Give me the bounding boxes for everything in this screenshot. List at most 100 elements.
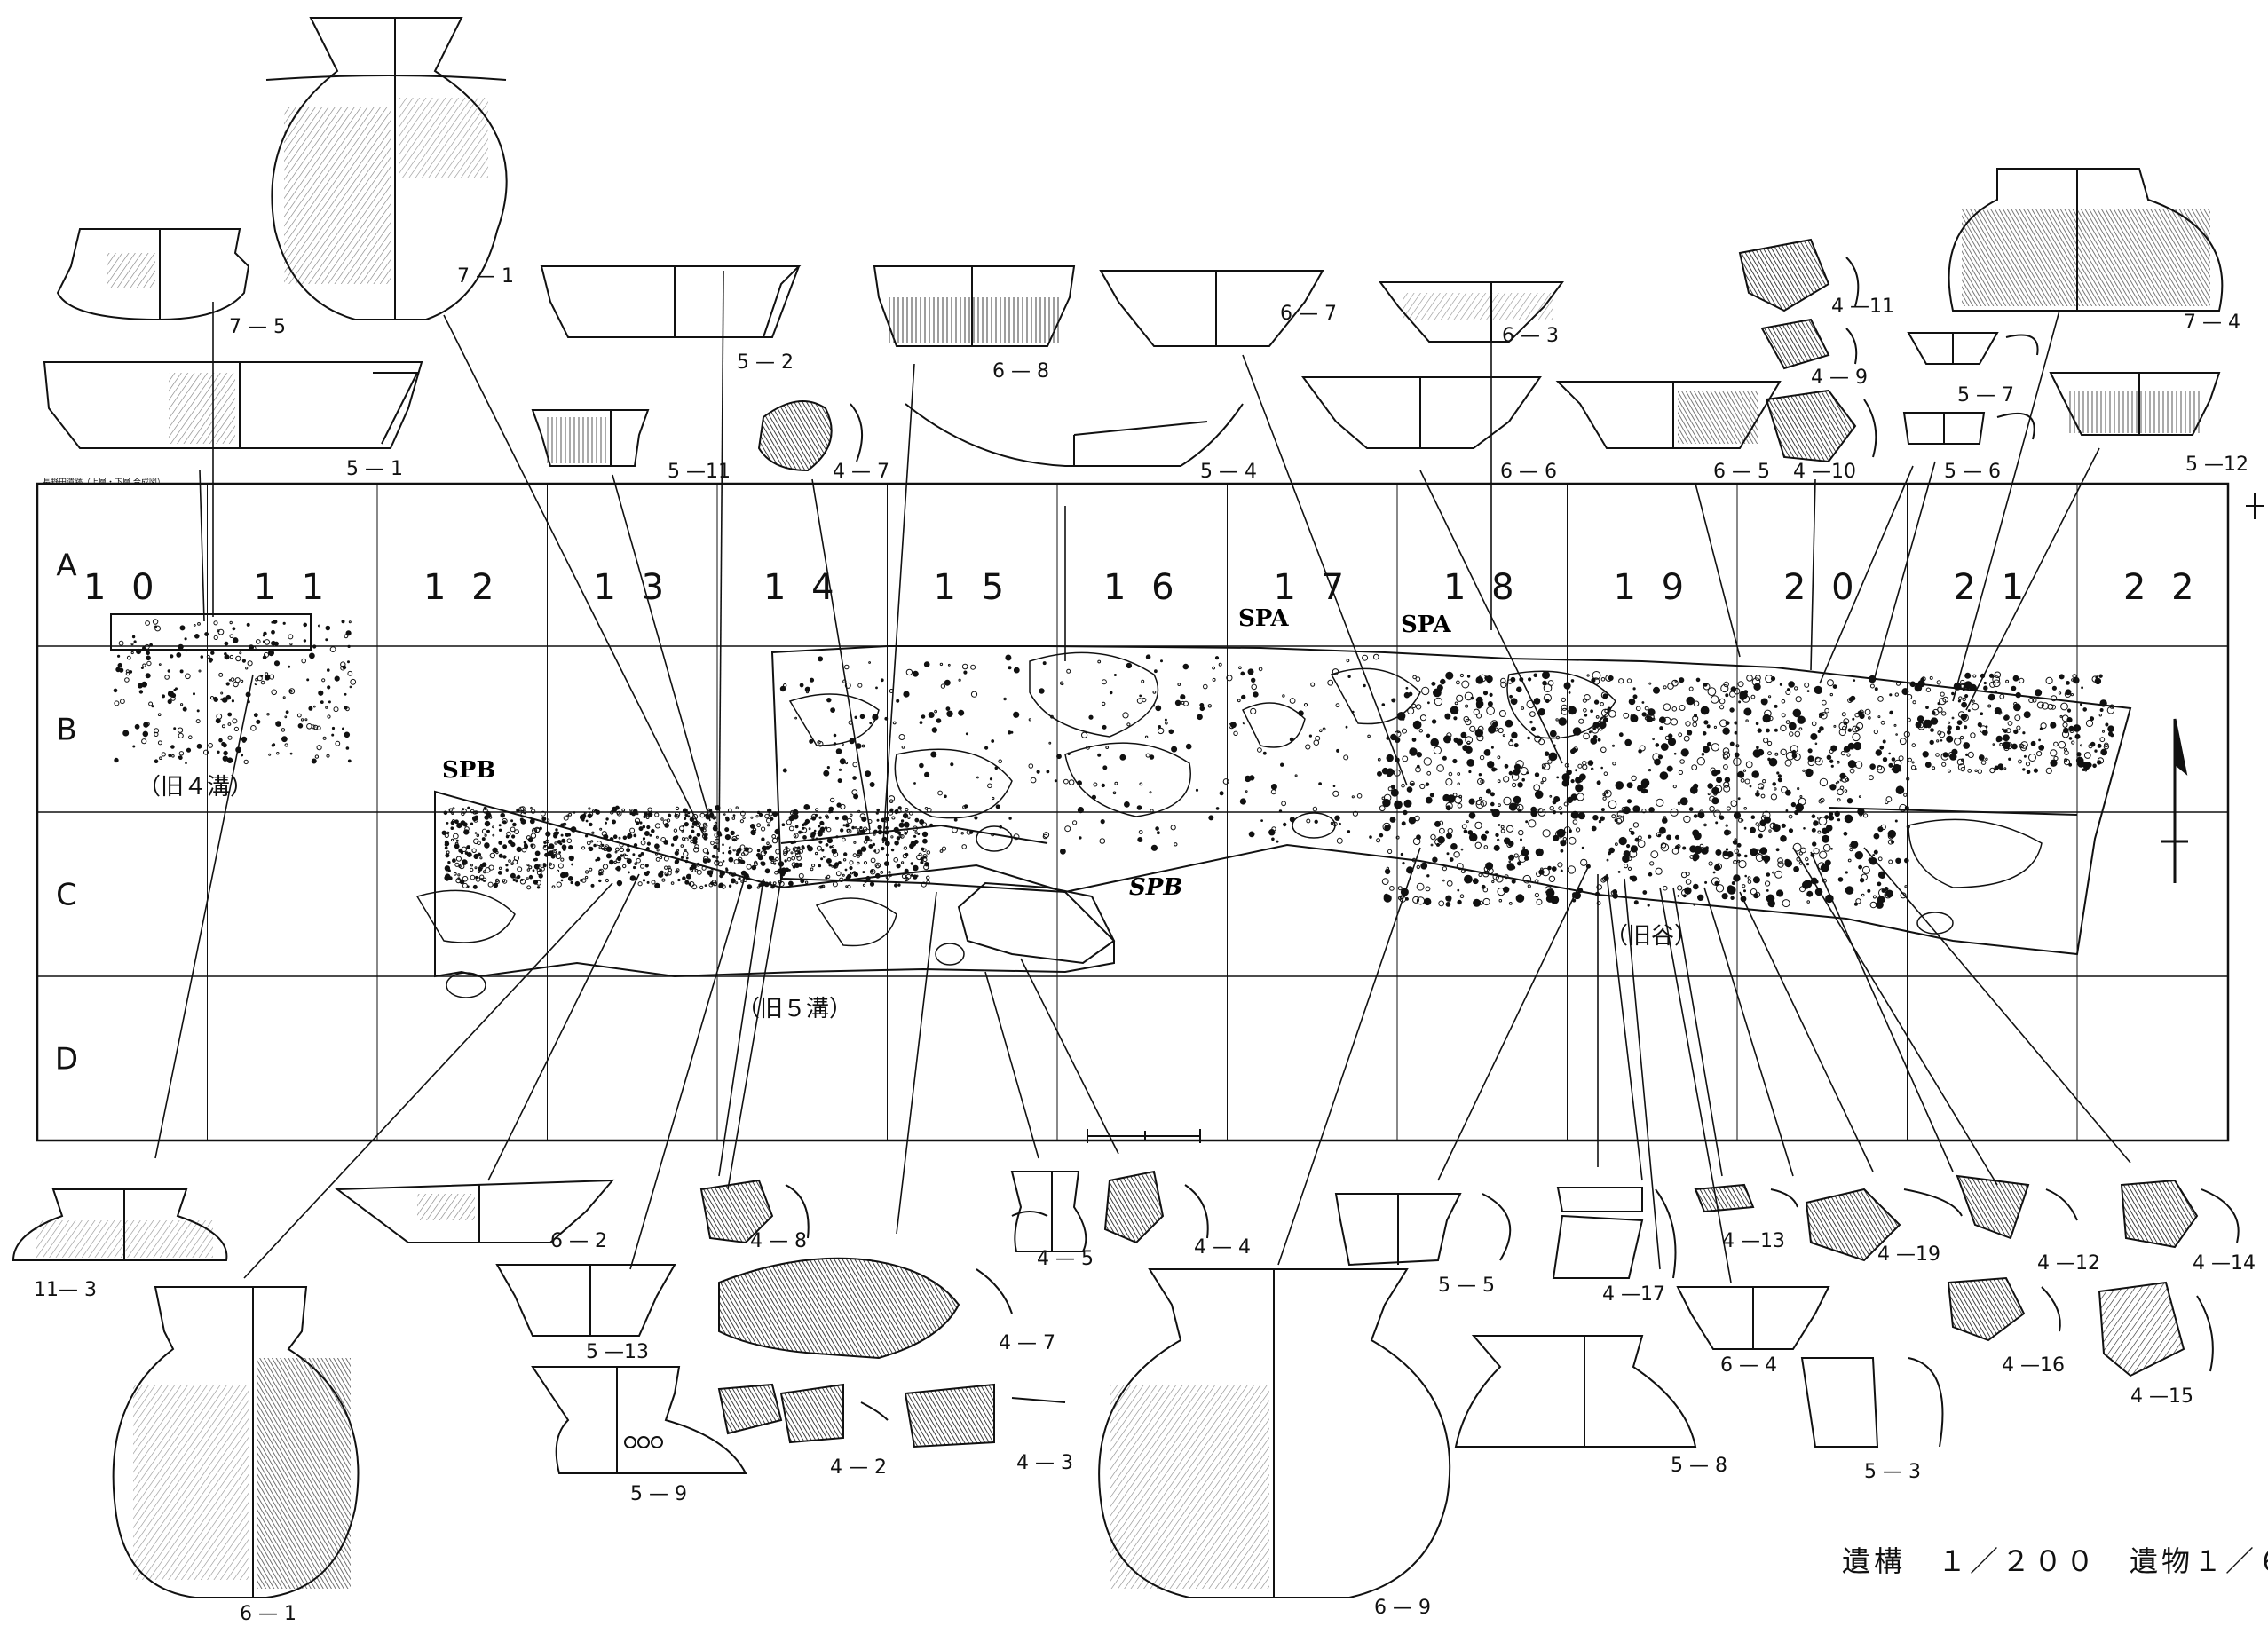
stone-mark <box>1770 793 1778 801</box>
stone-mark <box>1390 733 1397 741</box>
stone-mark <box>1843 718 1850 724</box>
stone-mark <box>643 815 646 819</box>
stone-mark <box>845 823 850 828</box>
stone-mark <box>826 858 832 864</box>
artifact-label-11-3: 11— 3 <box>34 1279 97 1301</box>
stone-mark <box>799 683 804 688</box>
stone-mark <box>1992 675 2001 683</box>
stone-mark <box>1508 770 1513 776</box>
stone-mark <box>720 870 723 873</box>
stone-mark <box>1760 793 1766 799</box>
stone-mark <box>1379 833 1384 838</box>
stone-mark <box>340 661 346 667</box>
stone-mark <box>2026 770 2031 775</box>
stone-mark <box>182 706 187 712</box>
stone-mark <box>1521 706 1525 710</box>
stone-mark <box>2022 731 2026 735</box>
stone-mark <box>1845 886 1854 895</box>
artifact-5-6 <box>1902 412 2035 445</box>
stone-mark <box>999 825 1002 829</box>
stone-mark <box>1456 738 1464 746</box>
stone-mark <box>684 822 689 827</box>
stone-mark <box>2082 768 2086 771</box>
stone-mark <box>318 690 324 696</box>
stone-mark <box>755 815 759 818</box>
stone-mark <box>1478 900 1483 905</box>
stone-mark <box>1703 823 1707 827</box>
stone-mark <box>125 671 130 676</box>
stone-mark <box>444 876 448 880</box>
stone-mark <box>1157 727 1165 735</box>
stone-mark <box>558 851 561 854</box>
stone-mark <box>892 721 897 725</box>
stone-mark <box>902 813 909 819</box>
stone-mark <box>1712 871 1716 874</box>
stone-mark <box>1547 759 1553 764</box>
stone-mark <box>350 678 357 685</box>
stone-mark <box>941 846 947 851</box>
stone-mark <box>1099 838 1106 844</box>
stone-mark <box>1482 887 1489 893</box>
stone-mark <box>897 831 902 835</box>
stone-mark <box>125 669 130 674</box>
stone-mark <box>861 744 865 748</box>
stone-mark <box>844 682 851 689</box>
stone-mark <box>1164 718 1167 722</box>
stone-mark <box>894 841 899 846</box>
stone-mark <box>640 864 645 869</box>
stone-mark <box>921 714 926 719</box>
stone-mark <box>1797 715 1806 724</box>
stone-mark <box>1593 699 1600 705</box>
stone-mark <box>1835 782 1838 785</box>
stone-mark <box>1158 725 1162 729</box>
stone-mark <box>1674 834 1680 840</box>
stone-mark <box>1750 815 1756 820</box>
stone-mark <box>1940 691 1945 697</box>
stone-mark <box>770 817 774 821</box>
stone-mark <box>675 870 679 874</box>
stone-mark <box>1743 826 1747 830</box>
stone-mark <box>557 840 562 844</box>
stone-mark <box>1885 889 1893 898</box>
stone-mark <box>623 854 629 860</box>
stone-mark <box>461 811 465 817</box>
stone-mark <box>1533 698 1541 705</box>
stone-mark <box>2099 699 2107 707</box>
stone-mark <box>1879 896 1886 903</box>
stone-mark <box>1408 817 1417 825</box>
stone-mark <box>1742 884 1746 888</box>
stone-mark <box>708 809 713 813</box>
stone-mark <box>794 862 801 869</box>
stone-mark <box>474 815 478 819</box>
stone-mark <box>345 746 350 750</box>
stone-mark <box>222 755 229 762</box>
stone-mark <box>1580 858 1588 866</box>
stone-mark <box>460 821 464 826</box>
stone-mark <box>1215 807 1220 810</box>
stone-mark <box>321 678 326 683</box>
artifact-4-9 <box>1760 318 1858 370</box>
stone-mark <box>1666 834 1672 841</box>
stone-mark <box>1767 751 1772 756</box>
stone-mark <box>1623 806 1631 815</box>
stone-mark <box>1733 757 1742 767</box>
stone-mark <box>473 838 479 845</box>
stone-mark <box>1457 803 1463 809</box>
stone-mark <box>2033 768 2038 773</box>
stone-mark <box>1660 842 1667 849</box>
stone-mark <box>833 864 839 869</box>
stone-mark <box>1582 698 1588 703</box>
stone-mark <box>1853 679 1856 682</box>
stone-mark <box>1877 696 1884 702</box>
stone-mark <box>1427 701 1430 705</box>
stone-mark <box>1854 713 1860 718</box>
stone-mark <box>1545 888 1555 897</box>
stone-mark <box>1792 842 1802 852</box>
stone-mark <box>692 836 698 841</box>
stone-mark <box>802 826 805 830</box>
stone-mark <box>532 827 538 833</box>
stone-mark <box>1584 694 1591 701</box>
stone-mark <box>1663 703 1671 712</box>
stone-mark <box>1415 704 1422 710</box>
stone-mark <box>1656 798 1664 808</box>
